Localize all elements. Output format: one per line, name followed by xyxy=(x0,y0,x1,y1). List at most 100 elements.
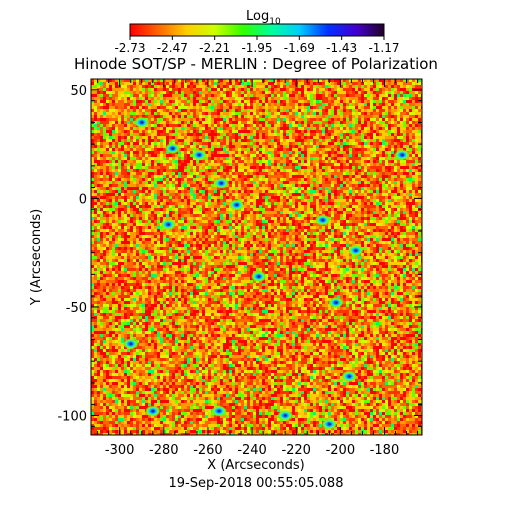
map-pixel xyxy=(181,205,184,208)
map-pixel xyxy=(379,124,382,127)
map-pixel xyxy=(394,193,397,196)
map-pixel xyxy=(244,196,247,199)
map-pixel xyxy=(247,118,250,121)
map-pixel xyxy=(391,196,394,199)
map-pixel xyxy=(301,79,304,82)
map-pixel xyxy=(349,196,352,199)
map-pixel xyxy=(139,130,142,133)
map-pixel xyxy=(175,127,178,130)
map-pixel xyxy=(166,181,169,184)
map-pixel xyxy=(172,136,175,139)
map-pixel xyxy=(94,91,97,94)
map-pixel xyxy=(385,115,388,118)
map-pixel xyxy=(133,199,136,202)
map-pixel xyxy=(151,208,154,211)
map-pixel xyxy=(373,124,376,127)
map-pixel xyxy=(355,100,358,103)
colorbar-tick-label: -2.73 xyxy=(114,41,145,55)
map-pixel xyxy=(253,85,256,88)
map-pixel xyxy=(358,124,361,127)
map-pixel xyxy=(127,151,130,154)
map-pixel xyxy=(409,166,412,169)
map-pixel xyxy=(145,79,148,82)
map-pixel xyxy=(118,190,121,193)
map-pixel xyxy=(256,118,259,121)
map-pixel xyxy=(118,202,121,205)
map-pixel xyxy=(115,196,118,199)
map-pixel xyxy=(364,82,367,85)
map-pixel xyxy=(310,181,313,184)
map-pixel xyxy=(232,118,235,121)
map-pixel xyxy=(235,148,238,151)
map-pixel xyxy=(319,85,322,88)
map-pixel xyxy=(250,127,253,130)
map-pixel xyxy=(202,202,205,205)
map-pixel xyxy=(247,160,250,163)
map-pixel xyxy=(328,118,331,121)
map-pixel xyxy=(298,91,301,94)
map-pixel xyxy=(316,166,319,169)
map-pixel xyxy=(370,118,373,121)
map-pixel xyxy=(325,97,328,100)
map-pixel xyxy=(343,112,346,115)
map-pixel xyxy=(415,169,418,172)
map-pixel xyxy=(247,202,250,205)
map-pixel xyxy=(340,166,343,169)
map-pixel xyxy=(181,163,184,166)
map-pixel xyxy=(328,151,331,154)
map-pixel xyxy=(214,151,217,154)
map-pixel xyxy=(331,124,334,127)
map-pixel xyxy=(349,136,352,139)
map-pixel xyxy=(130,166,133,169)
map-pixel xyxy=(151,148,154,151)
map-pixel xyxy=(103,136,106,139)
map-pixel xyxy=(118,157,121,160)
map-pixel xyxy=(274,97,277,100)
map-pixel xyxy=(142,88,145,91)
map-pixel xyxy=(289,193,292,196)
map-pixel xyxy=(400,88,403,91)
map-pixel xyxy=(181,133,184,136)
map-pixel xyxy=(145,94,148,97)
map-pixel xyxy=(160,127,163,130)
map-pixel xyxy=(145,91,148,94)
map-pixel xyxy=(298,103,301,106)
map-pixel xyxy=(280,166,283,169)
map-pixel xyxy=(268,118,271,121)
map-pixel xyxy=(178,88,181,91)
map-pixel xyxy=(241,148,244,151)
map-pixel xyxy=(208,145,211,148)
map-pixel xyxy=(346,136,349,139)
map-pixel xyxy=(160,97,163,100)
map-pixel xyxy=(250,145,253,148)
map-pixel xyxy=(253,121,256,124)
map-pixel xyxy=(280,199,283,202)
map-pixel xyxy=(367,193,370,196)
map-pixel xyxy=(148,184,151,187)
map-pixel xyxy=(244,88,247,91)
map-pixel xyxy=(103,97,106,100)
map-pixel xyxy=(241,139,244,142)
map-pixel xyxy=(115,91,118,94)
map-pixel xyxy=(169,79,172,82)
map-pixel xyxy=(124,151,127,154)
map-pixel xyxy=(145,103,148,106)
map-pixel xyxy=(175,193,178,196)
map-pixel xyxy=(250,91,253,94)
map-pixel xyxy=(220,199,223,202)
map-pixel xyxy=(130,103,133,106)
map-pixel xyxy=(397,106,400,109)
map-pixel xyxy=(367,154,370,157)
map-pixel xyxy=(289,112,292,115)
map-pixel xyxy=(358,181,361,184)
map-pixel xyxy=(313,193,316,196)
map-pixel xyxy=(337,175,340,178)
map-pixel xyxy=(391,94,394,97)
map-pixel xyxy=(397,178,400,181)
map-pixel xyxy=(382,184,385,187)
map-pixel xyxy=(370,178,373,181)
map-pixel xyxy=(304,142,307,145)
map-pixel xyxy=(391,190,394,193)
map-pixel xyxy=(379,193,382,196)
map-pixel xyxy=(112,160,115,163)
